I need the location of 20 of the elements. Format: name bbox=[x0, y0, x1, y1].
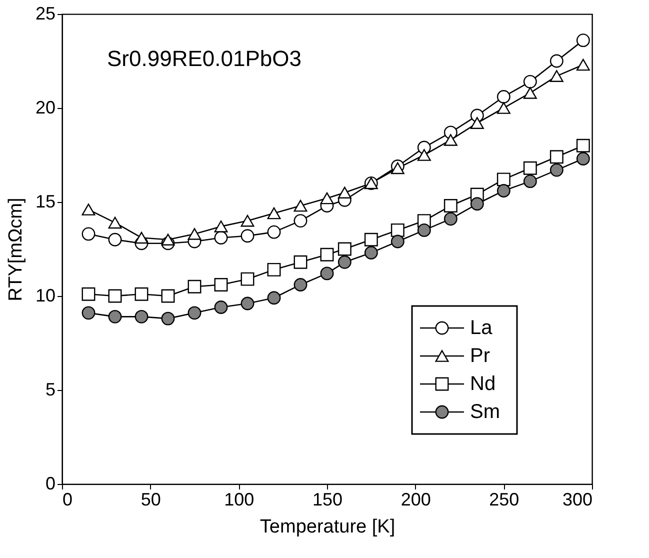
legend-label: Pr bbox=[470, 345, 490, 367]
y-tick-label: 5 bbox=[45, 380, 56, 400]
y-tick-label: 10 bbox=[35, 286, 56, 306]
x-tick-label: 300 bbox=[562, 490, 592, 510]
y-axis-title: RTY[mΩcm] bbox=[5, 198, 26, 302]
x-tick-label: 150 bbox=[312, 490, 343, 510]
legend-label: La bbox=[470, 317, 494, 339]
legend-label: Nd bbox=[470, 373, 496, 395]
x-tick-label: 0 bbox=[62, 490, 73, 510]
x-tick-label: 50 bbox=[140, 490, 161, 510]
x-tick-label: 250 bbox=[489, 490, 520, 510]
y-tick-label: 25 bbox=[35, 4, 56, 24]
x-tick-label: 200 bbox=[400, 490, 431, 510]
x-axis-title: Temperature [K] bbox=[260, 516, 396, 538]
y-tick-label: 20 bbox=[35, 98, 56, 118]
x-tick-label: 100 bbox=[224, 490, 254, 510]
annotation: Sr0.99RE0.01PbO3 bbox=[107, 46, 302, 71]
legend-label: Sm bbox=[470, 401, 500, 423]
y-tick-label: 15 bbox=[35, 192, 56, 212]
y-tick-label: 0 bbox=[45, 474, 56, 494]
